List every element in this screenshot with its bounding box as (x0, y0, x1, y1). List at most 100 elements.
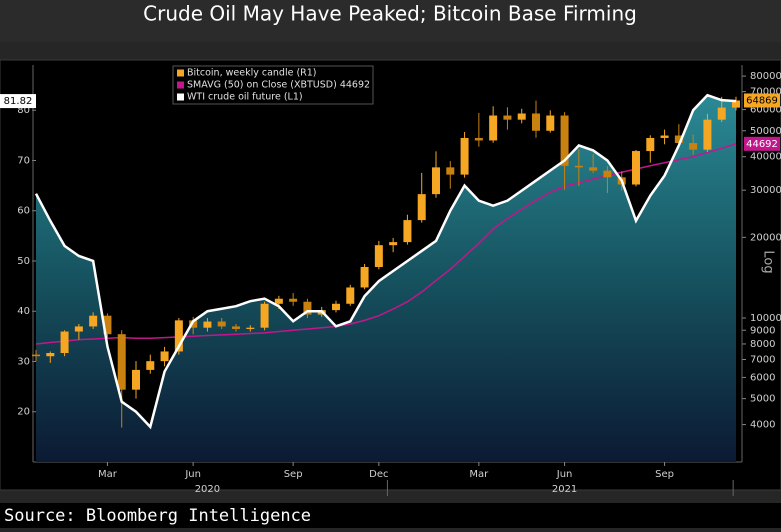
y-tick-label: 80 (17, 105, 30, 116)
candle-body (474, 137, 483, 141)
candle-body (489, 115, 498, 141)
candle-body (532, 113, 540, 131)
candle-body (217, 321, 226, 327)
y2-tick-label: 8000 (750, 339, 775, 350)
candle-body (403, 220, 412, 243)
title-bar (0, 0, 781, 42)
y2-axis-label: Log (761, 250, 776, 273)
candle-body (546, 115, 555, 131)
candle-body (32, 354, 40, 357)
candle-body (117, 334, 126, 390)
y2-tick-label: 4000 (750, 420, 775, 431)
candle-body (732, 100, 740, 108)
y-tick-label: 60 (17, 206, 30, 217)
y-tick-label: 20 (17, 407, 30, 418)
candle-body (560, 115, 569, 166)
chart-title: Crude Oil May Have Peaked; Bitcoin Base … (143, 2, 637, 26)
x-tick-label: Jun (184, 469, 201, 480)
candle-body (246, 327, 255, 329)
y-tick-label: 30 (17, 356, 30, 367)
x-tick-label: Jun (556, 469, 573, 480)
candle-body (574, 165, 583, 168)
candle-body (374, 245, 383, 268)
y2-tick-label: 5000 (750, 394, 775, 405)
y2-tick-label: 7000 (750, 354, 775, 365)
candle-body (232, 326, 240, 329)
year-label: 2021 (552, 484, 577, 495)
candle-body (717, 107, 726, 120)
candle-body (146, 361, 155, 370)
legend-swatch (177, 93, 184, 101)
candle-body (203, 321, 212, 328)
y2-tick-label: 10000 (750, 313, 781, 324)
candle-body (632, 151, 640, 185)
y-tick-label: 70 (17, 155, 30, 166)
candle-body (589, 167, 598, 171)
candle-body (89, 315, 98, 327)
source: Source: Bloomberg Intelligence (4, 506, 311, 526)
candle-body (189, 320, 198, 328)
last-value-box (744, 93, 780, 108)
legend-swatch (177, 69, 184, 77)
source-bar (0, 503, 781, 528)
last-value-label: 81.82 (4, 96, 33, 107)
candle-body (432, 167, 440, 195)
line (34, 93, 737, 430)
candle-body (389, 242, 398, 246)
candle-body (332, 303, 340, 311)
legend-swatch (177, 81, 184, 89)
candle-body (360, 267, 369, 288)
candle-body (160, 351, 169, 362)
candle-body (689, 143, 698, 150)
candle-body (132, 369, 140, 390)
candle-body (46, 353, 55, 357)
year-label: 2020 (195, 484, 220, 495)
candle-body (603, 170, 612, 178)
legend-box (172, 65, 374, 105)
line (35, 143, 737, 345)
candle-body (417, 194, 426, 221)
last-value-box (744, 136, 780, 151)
y2-tick-label: 50000 (750, 126, 781, 137)
candle-body (274, 298, 283, 304)
y-tick-label: 50 (17, 256, 30, 267)
candle-body (289, 298, 298, 302)
candle-body (260, 303, 269, 328)
x-tick-label: Mar (98, 469, 118, 480)
legend-label: SMAVG (50) on Close (XBTUSD) 44692 (187, 80, 370, 91)
candle-body (660, 135, 669, 138)
x-tick-label: Mar (469, 469, 489, 480)
x-tick-label: Sep (655, 469, 674, 480)
last-value-box (0, 94, 36, 109)
last-value-label: 44692 (746, 139, 778, 150)
y2-tick-label: 60000 (750, 105, 781, 116)
candle-body (74, 326, 83, 332)
candle-body (303, 301, 312, 315)
y2-tick-label: 30000 (750, 185, 781, 196)
y2-tick-label: 40000 (750, 152, 781, 163)
candle-body (674, 135, 683, 144)
legend-label: Bitcoin, weekly candle (R1) (187, 68, 317, 79)
area-fill (36, 95, 736, 462)
candle-body (460, 137, 469, 175)
y2-tick-label: 70000 (750, 87, 781, 98)
x-tick-label: Sep (284, 469, 303, 480)
candle-body (174, 320, 183, 352)
y2-tick-label: 80000 (750, 71, 781, 82)
candle-body (503, 115, 512, 120)
candle-body (646, 137, 655, 152)
candle-body (446, 167, 455, 175)
y-tick-label: 40 (17, 306, 30, 317)
last-value-label: 64869 (746, 95, 778, 106)
y2-tick-label: 6000 (750, 372, 775, 383)
candle-body (346, 287, 355, 304)
y2-tick-label: 9000 (750, 325, 775, 336)
candle-body (703, 119, 712, 150)
candle-body (60, 331, 69, 354)
y2-tick-label: 20000 (750, 232, 781, 243)
candle-body (103, 315, 112, 335)
x-tick-label: Dec (369, 469, 388, 480)
legend-label: WTI crude oil future (L1) (187, 92, 303, 103)
